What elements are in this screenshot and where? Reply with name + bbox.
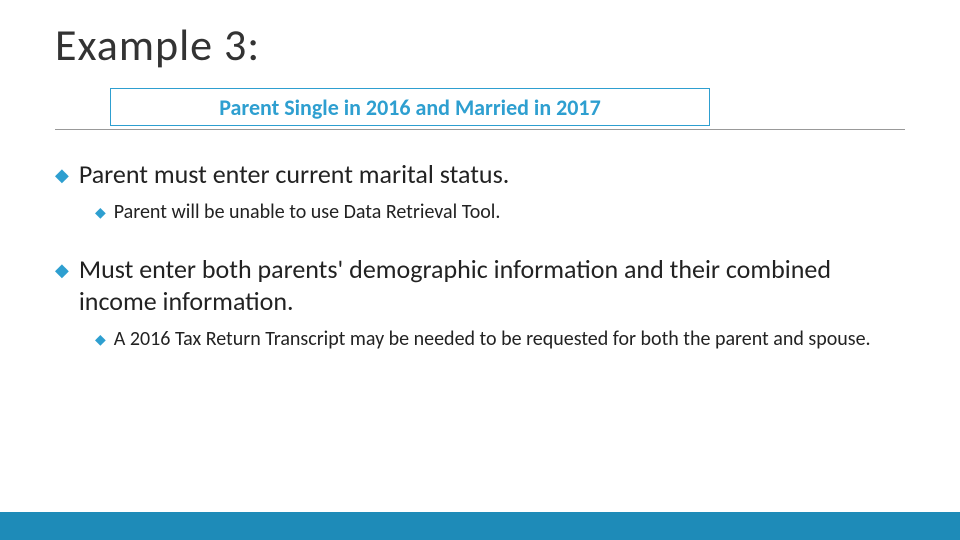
diamond-bullet-icon: ◆ <box>55 164 69 191</box>
subtitle-text: Parent Single in 2016 and Married in 201… <box>219 94 600 121</box>
diamond-bullet-icon: ◆ <box>95 331 106 352</box>
footer-bar <box>0 512 960 540</box>
diamond-bullet-icon: ◆ <box>55 259 69 318</box>
slide-title: Example 3: <box>55 18 260 72</box>
bullet-level1: ◆ Must enter both parents' demographic i… <box>55 253 905 318</box>
bullet-text: Must enter both parents' demographic inf… <box>79 253 905 318</box>
body-content: ◆ Parent must enter current marital stat… <box>55 158 905 352</box>
bullet-text: A 2016 Tax Return Transcript may be need… <box>114 326 871 352</box>
bullet-text: Parent must enter current marital status… <box>79 158 509 191</box>
bullet-level2: ◆ A 2016 Tax Return Transcript may be ne… <box>95 326 875 352</box>
diamond-bullet-icon: ◆ <box>95 204 106 225</box>
subtitle-box: Parent Single in 2016 and Married in 201… <box>110 88 710 126</box>
slide: { "title": "Example 3:", "subtitle": "Pa… <box>0 0 960 540</box>
bullet-level1: ◆ Parent must enter current marital stat… <box>55 158 905 191</box>
horizontal-rule <box>55 129 905 130</box>
bullet-level2: ◆ Parent will be unable to use Data Retr… <box>95 199 905 225</box>
bullet-text: Parent will be unable to use Data Retrie… <box>114 199 501 225</box>
